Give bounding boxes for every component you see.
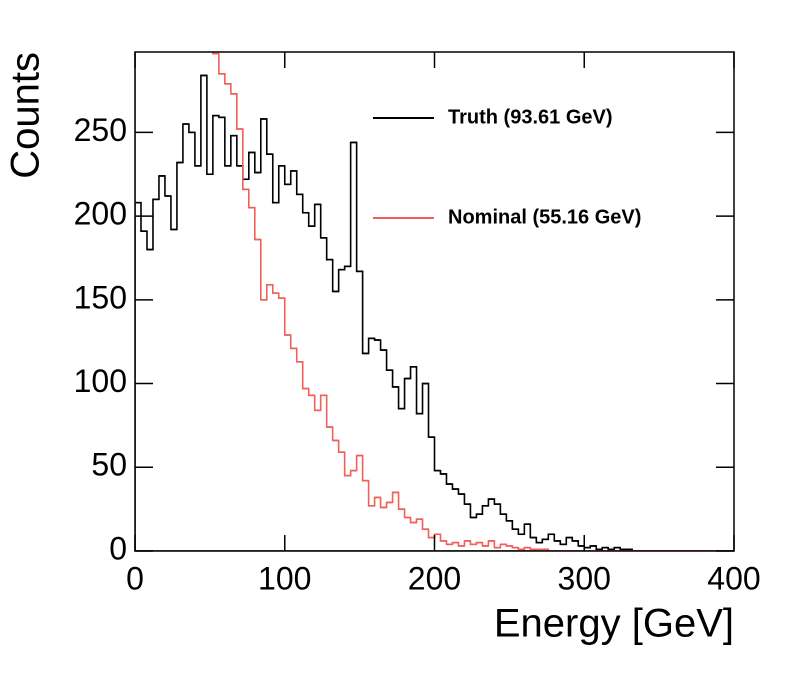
legend-label: Nominal (55.16 GeV): [448, 206, 641, 228]
x-tick-label: 0: [126, 560, 144, 596]
x-tick-label: 200: [408, 560, 461, 596]
x-tick-label: 300: [558, 560, 611, 596]
plot-area: [135, 52, 734, 551]
step-outline: [135, 74, 734, 551]
y-axis-label: Counts: [4, 52, 48, 179]
legend-label: Truth (93.61 GeV): [448, 106, 613, 128]
y-tick-label: 150: [74, 279, 127, 315]
y-tick-label: 200: [74, 196, 127, 232]
y-tick-label: 50: [91, 447, 127, 483]
x-tick-label: 400: [707, 560, 760, 596]
y-tick-label: 100: [74, 363, 127, 399]
y-tick-label: 250: [74, 112, 127, 148]
x-tick-label: 100: [258, 560, 311, 596]
y-tick-label: 0: [109, 530, 127, 566]
x-axis-label: Energy [GeV]: [494, 602, 734, 646]
